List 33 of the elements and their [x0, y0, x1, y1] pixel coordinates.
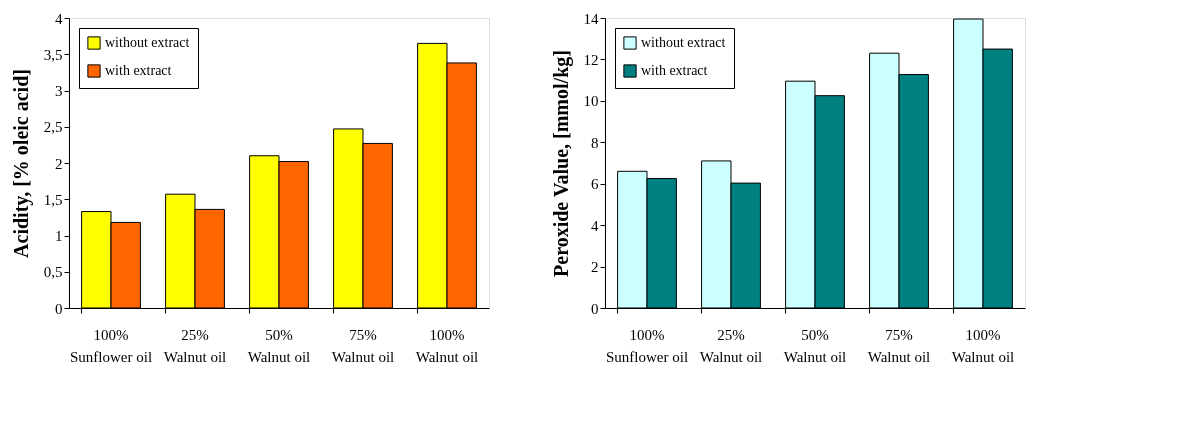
y-tick-label: 1 [55, 228, 63, 244]
x-tick-label: 25% Walnut oil [163, 326, 227, 365]
x-tick-label: 50% Walnut oil [247, 326, 311, 365]
x-tick-label: 50% Walnut oil [783, 326, 847, 365]
y-tick-label: 14 [583, 10, 599, 27]
x-tick-label: 100% Sunflower oil [605, 326, 689, 365]
y-tick-label: 3 [55, 83, 63, 99]
y-tick-label: 1,5 [43, 191, 63, 208]
legend-label: with extract [105, 63, 172, 78]
y-axis-title: Peroxide Value, [mmol/kg] [549, 50, 573, 277]
y-tick-label: 0 [591, 300, 599, 317]
x-tick-label: 100% Sunflower oil [69, 326, 153, 365]
y-tick-label: 0,5 [43, 264, 63, 281]
y-tick-label: 10 [583, 93, 599, 110]
y-tick-label: 8 [591, 134, 599, 151]
y-tick-label: 2 [55, 155, 63, 172]
legend-label: without extract [105, 35, 190, 50]
y-tick-label: 4 [591, 217, 599, 234]
y-tick-label: 2 [591, 259, 599, 276]
legend-label: without extract [641, 35, 726, 50]
x-tick-label: 100% Walnut oil [951, 326, 1015, 365]
y-tick-label: 6 [591, 176, 599, 193]
y-axis-title: Acidity, [% oleic acid] [9, 69, 33, 258]
y-tick-label: 12 [583, 51, 599, 68]
x-tick-label: 25% Walnut oil [699, 326, 763, 365]
x-tick-label: 75% Walnut oil [331, 326, 395, 365]
y-tick-label: 3,5 [43, 46, 63, 63]
y-tick-label: 0 [55, 300, 63, 317]
y-tick-label: 4 [55, 10, 63, 27]
x-tick-label: 75% Walnut oil [867, 326, 931, 365]
legend-label: with extract [641, 63, 708, 78]
x-tick-label: 100% Walnut oil [415, 326, 479, 365]
y-tick-label: 2,5 [43, 119, 63, 136]
